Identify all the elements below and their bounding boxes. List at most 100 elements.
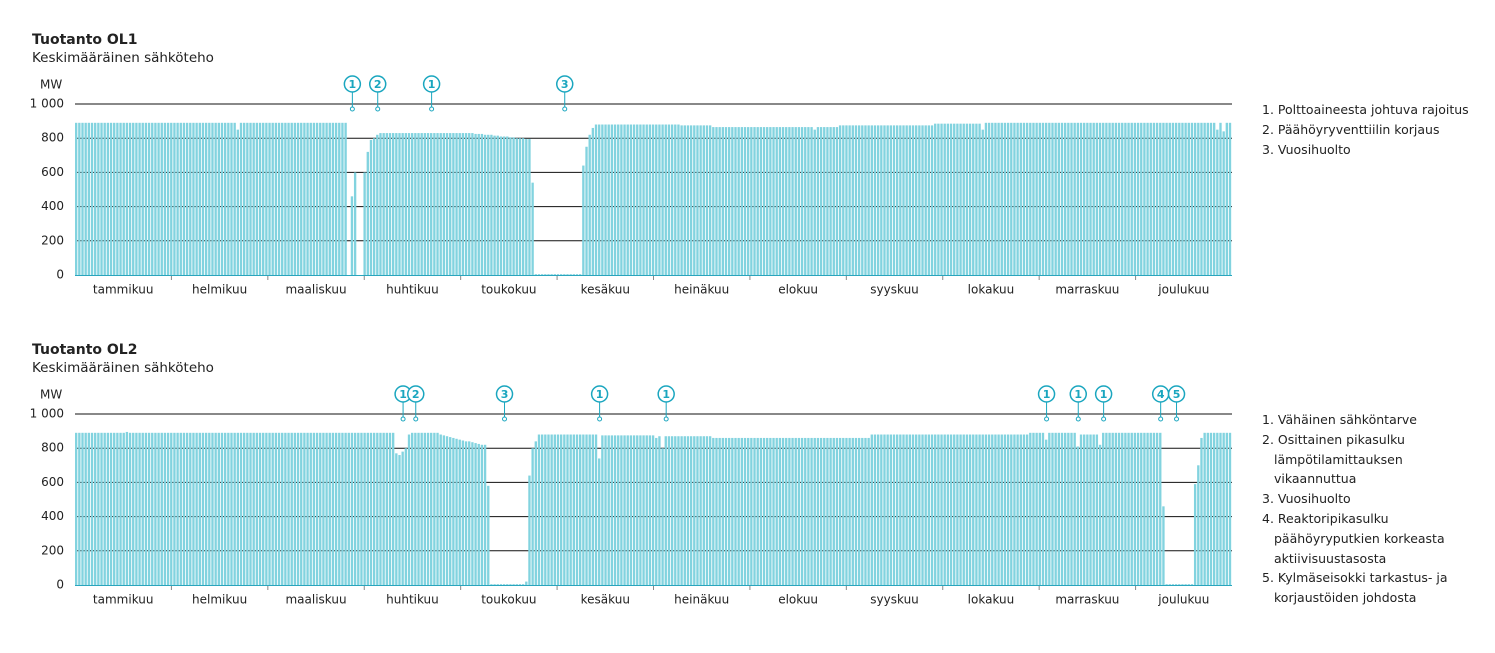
bar bbox=[344, 432, 347, 585]
bar bbox=[496, 584, 499, 585]
bar bbox=[471, 442, 474, 585]
bar bbox=[1025, 434, 1029, 585]
bar bbox=[975, 434, 978, 585]
bar bbox=[502, 584, 506, 585]
bar bbox=[607, 124, 610, 276]
bar bbox=[512, 137, 515, 275]
bar bbox=[864, 125, 867, 275]
bar bbox=[1079, 434, 1083, 585]
bar bbox=[281, 432, 284, 585]
bar bbox=[309, 432, 312, 585]
bar bbox=[1121, 122, 1124, 275]
bar bbox=[141, 122, 144, 275]
bar bbox=[1212, 432, 1216, 585]
bar bbox=[417, 133, 420, 275]
bar bbox=[1171, 122, 1175, 275]
bar bbox=[75, 432, 78, 585]
bar bbox=[1133, 122, 1137, 275]
bar bbox=[769, 437, 772, 585]
bar bbox=[277, 432, 281, 585]
bar bbox=[664, 436, 667, 585]
bar bbox=[1000, 122, 1003, 275]
bar bbox=[705, 125, 709, 275]
annotation-dot bbox=[349, 106, 355, 112]
bar bbox=[566, 274, 569, 275]
bar bbox=[788, 437, 791, 585]
bar bbox=[772, 127, 775, 276]
bar bbox=[1010, 122, 1013, 275]
bar bbox=[582, 165, 585, 275]
bar bbox=[154, 122, 157, 275]
bar bbox=[747, 437, 750, 585]
bar bbox=[1203, 122, 1206, 275]
bar bbox=[417, 432, 420, 585]
bar bbox=[813, 437, 816, 585]
bar bbox=[233, 122, 236, 275]
x-tick-label: syyskuu bbox=[870, 593, 919, 607]
bar bbox=[420, 432, 423, 585]
note: 1. Polttoaineesta johtuva rajoitus bbox=[1262, 100, 1487, 120]
bar bbox=[515, 584, 518, 585]
bar bbox=[953, 123, 956, 275]
bar bbox=[540, 434, 544, 585]
x-tick-label: heinäkuu bbox=[674, 593, 729, 607]
bar bbox=[464, 441, 468, 585]
bar bbox=[680, 436, 683, 585]
bar bbox=[287, 432, 290, 585]
bar bbox=[636, 435, 639, 585]
bar bbox=[658, 124, 661, 276]
bar bbox=[249, 432, 252, 585]
bar bbox=[1044, 122, 1048, 275]
bar bbox=[1168, 584, 1171, 585]
bar bbox=[842, 437, 845, 585]
bar bbox=[832, 127, 835, 276]
bar bbox=[718, 127, 721, 276]
bar bbox=[388, 133, 392, 275]
annotation-label: 1 bbox=[1043, 388, 1051, 401]
bar bbox=[674, 124, 677, 276]
bar bbox=[1178, 584, 1181, 585]
bar bbox=[499, 584, 503, 585]
bar bbox=[708, 436, 712, 585]
bar bbox=[639, 435, 642, 585]
note-number: 2. bbox=[1262, 121, 1278, 137]
bar bbox=[797, 127, 801, 276]
bar bbox=[1108, 122, 1111, 275]
bar bbox=[350, 196, 354, 275]
bar bbox=[908, 434, 912, 585]
annotation-label: 1 bbox=[399, 388, 407, 401]
note-text: Vuosihuolto bbox=[1277, 491, 1351, 507]
bar bbox=[509, 584, 512, 585]
bar bbox=[575, 434, 579, 585]
bar bbox=[601, 435, 604, 585]
bar bbox=[128, 432, 132, 585]
bar bbox=[1193, 122, 1197, 275]
bar bbox=[991, 434, 994, 585]
bar bbox=[439, 434, 442, 585]
bar bbox=[705, 436, 709, 585]
x-tick-label: maaliskuu bbox=[285, 283, 346, 297]
bar bbox=[357, 432, 360, 585]
bar bbox=[119, 122, 122, 275]
y-tick-label: 600 bbox=[41, 165, 64, 179]
bar bbox=[623, 435, 626, 585]
bar bbox=[512, 584, 515, 585]
bar bbox=[686, 125, 690, 275]
bar bbox=[1079, 122, 1083, 275]
bar bbox=[800, 437, 804, 585]
bar bbox=[610, 124, 614, 276]
bar bbox=[617, 435, 620, 585]
bar bbox=[204, 432, 208, 585]
note-text: Vähäinen sähköntarve bbox=[1277, 412, 1417, 427]
bar bbox=[449, 437, 452, 585]
bar bbox=[1174, 122, 1178, 275]
bar bbox=[946, 123, 950, 275]
bar bbox=[154, 432, 157, 585]
bar bbox=[984, 122, 988, 275]
bar bbox=[1086, 122, 1089, 275]
bar bbox=[800, 127, 804, 276]
note: 3. Vuosihuolto bbox=[1262, 140, 1487, 160]
bar bbox=[334, 432, 338, 585]
bar bbox=[731, 127, 734, 276]
